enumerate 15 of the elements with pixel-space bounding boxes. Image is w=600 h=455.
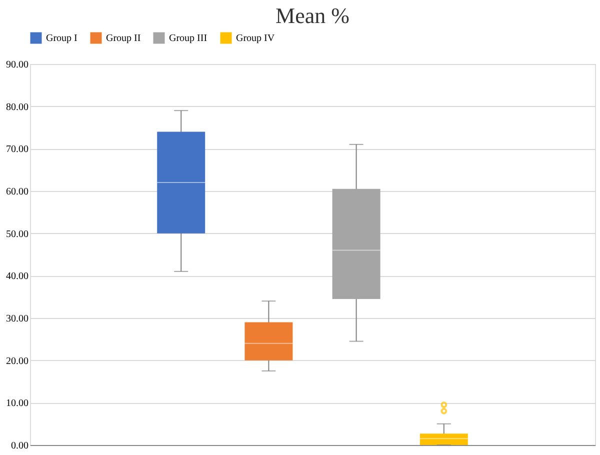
- legend-label: Group III: [169, 33, 208, 44]
- legend-label: Group I: [46, 33, 78, 44]
- y-tick-label: 80.00: [6, 102, 28, 113]
- y-tick-label: 20.00: [6, 356, 28, 367]
- y-tick-label: 50.00: [6, 228, 28, 240]
- y-tick-label: 40.00: [6, 271, 28, 282]
- y-tick-label: 0.00: [11, 440, 28, 452]
- y-tick-label: 30.00: [6, 314, 28, 324]
- legend-label: Group IV: [236, 33, 276, 44]
- chart-title: Mean %: [276, 3, 350, 28]
- y-tick-label: 70.00: [6, 144, 28, 156]
- y-tick-label: 90.00: [6, 60, 28, 70]
- legend-label: Group II: [106, 33, 141, 44]
- y-tick-label: 10.00: [6, 398, 28, 410]
- y-tick-label: 60.00: [6, 186, 28, 198]
